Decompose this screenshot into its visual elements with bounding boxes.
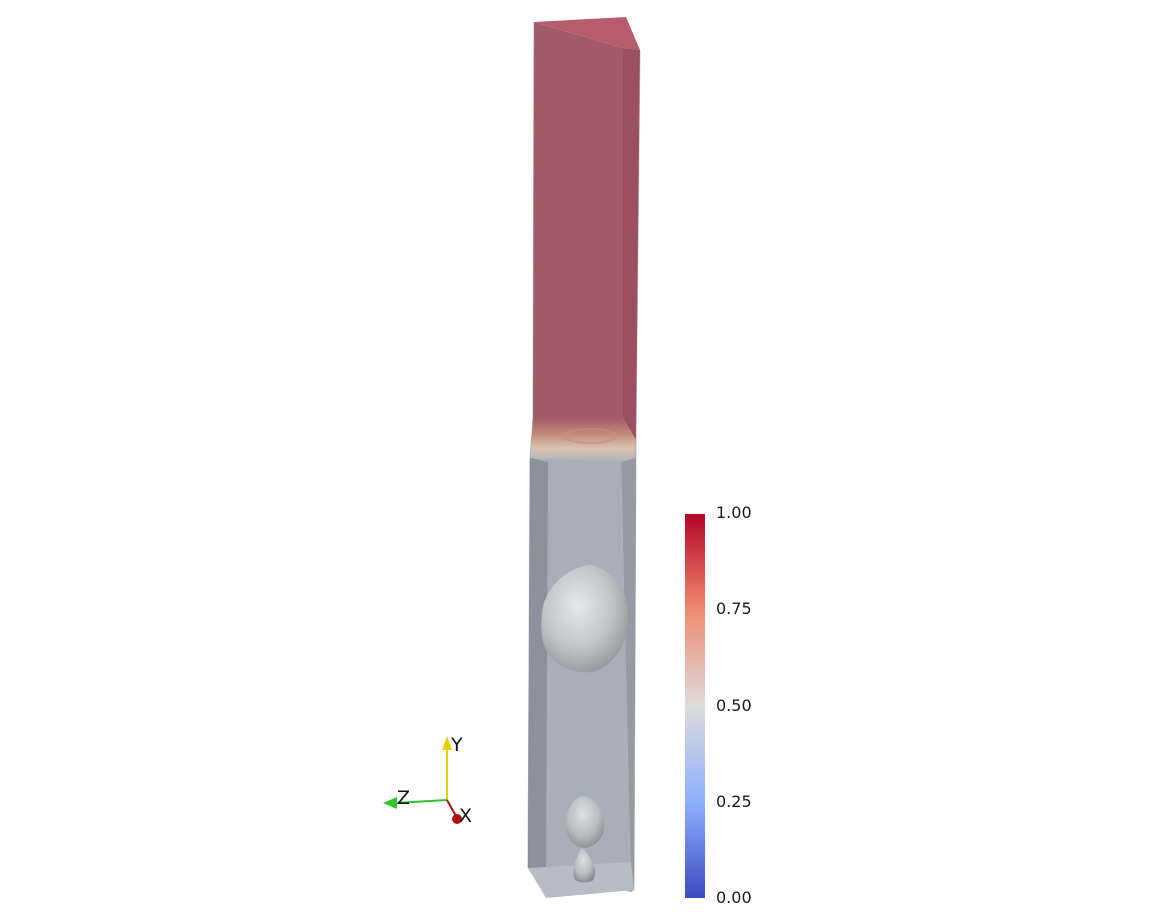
upper-phase-front-face bbox=[533, 22, 623, 418]
x-axis-label: X bbox=[459, 805, 472, 827]
column-top-face bbox=[534, 17, 640, 50]
z-axis-arrowhead bbox=[383, 797, 397, 809]
lower-phase-side-face bbox=[621, 458, 636, 892]
colorbar-tick-label: 0.50 bbox=[716, 696, 752, 715]
lower-phase-front-face bbox=[528, 458, 631, 892]
colorbar-tick-label: 1.00 bbox=[716, 503, 752, 522]
colorbar-gradient bbox=[685, 514, 705, 898]
x-axis-arrowhead bbox=[452, 814, 462, 824]
lower-phase-left-strip bbox=[528, 458, 548, 896]
colorbar-tick-label: 0.75 bbox=[716, 599, 752, 618]
small-bubble-tail[interactable] bbox=[573, 848, 595, 883]
z-axis-line bbox=[394, 799, 448, 804]
y-axis-arrowhead bbox=[442, 736, 452, 750]
interface-band bbox=[530, 418, 636, 462]
x-axis-line bbox=[446, 799, 457, 817]
z-axis-label: Z bbox=[397, 787, 410, 809]
upper-phase-side-face bbox=[623, 48, 640, 440]
small-bubble[interactable] bbox=[565, 796, 604, 848]
colorbar: 1.00 0.75 0.50 0.25 0.00 bbox=[685, 503, 752, 907]
interface-ripple bbox=[563, 428, 617, 444]
y-axis-label: Y bbox=[450, 734, 463, 756]
colorbar-tick-label: 0.25 bbox=[716, 792, 752, 811]
fluid-column[interactable] bbox=[527, 17, 641, 898]
column-edge-lines-right bbox=[633, 49, 641, 891]
orientation-axes[interactable]: Y Z X bbox=[383, 734, 472, 827]
column-edge-lines bbox=[527, 21, 535, 869]
large-bubble[interactable] bbox=[541, 565, 628, 673]
colorbar-tick-label: 0.00 bbox=[716, 888, 752, 907]
